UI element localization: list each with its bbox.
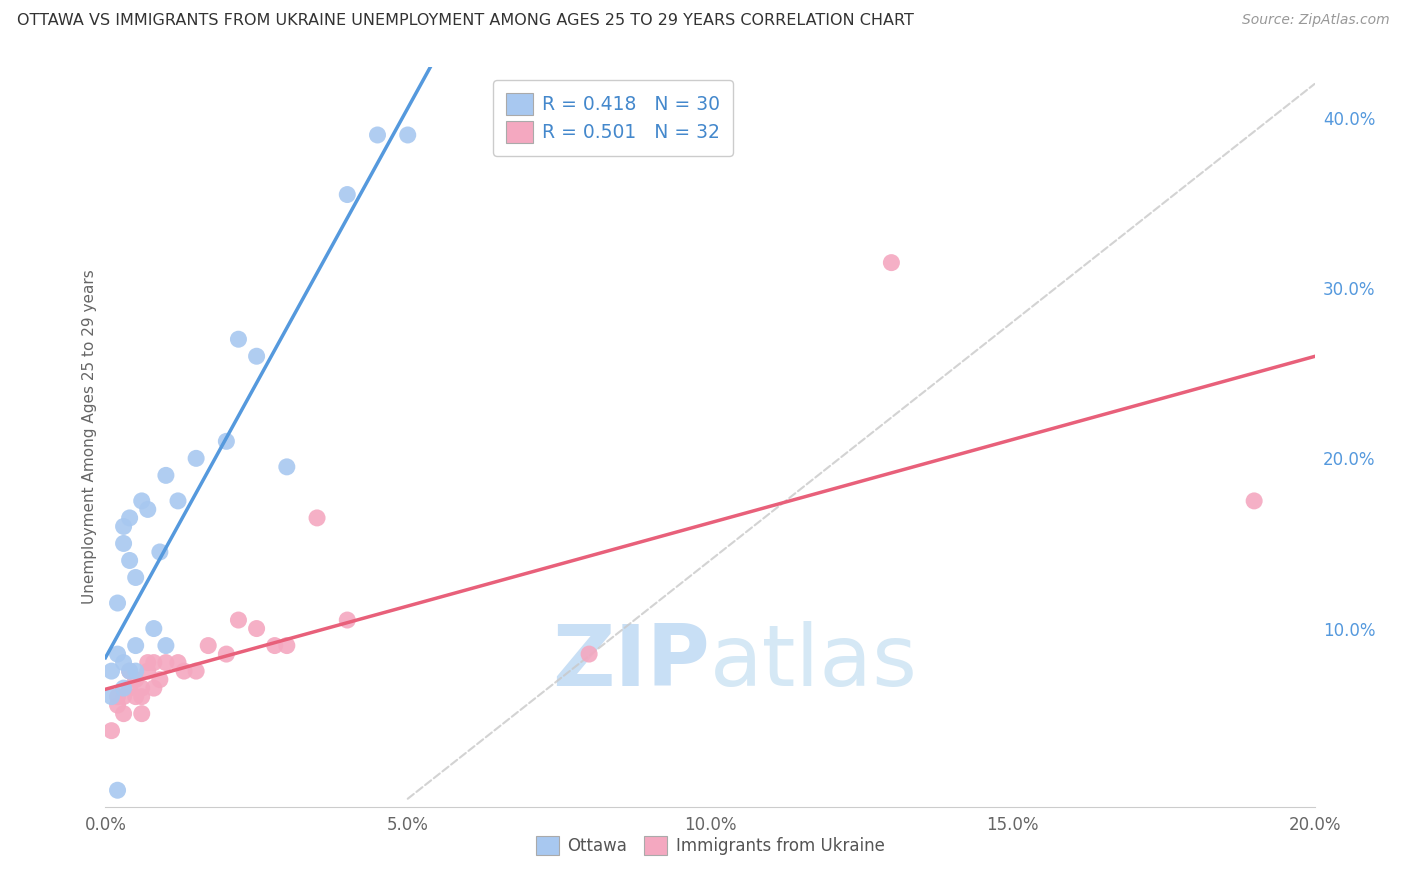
Point [107,690,129,704]
Point [263,639,285,653]
Point [125,690,148,704]
Point [125,639,148,653]
Point [112,519,135,533]
Legend: Ottawa, Immigrants from Ukraine: Ottawa, Immigrants from Ukraine [529,830,891,862]
Point [131,690,153,704]
Point [142,656,165,670]
Point [173,664,195,678]
Point [197,639,219,653]
Point [118,664,141,678]
Text: ZIP: ZIP [553,622,710,705]
Point [155,468,177,483]
Point [578,647,600,661]
Point [118,681,141,695]
Point [112,690,135,704]
Point [167,494,190,508]
Point [228,332,250,346]
Point [100,723,122,738]
Point [149,673,172,687]
Point [112,706,135,721]
Point [142,681,165,695]
Point [131,494,153,508]
Point [149,545,172,559]
Point [107,647,129,661]
Point [167,656,190,670]
Text: atlas: atlas [710,622,918,705]
Point [276,459,298,474]
Point [125,673,148,687]
Point [125,570,148,584]
Point [112,536,135,550]
Point [112,681,135,695]
Point [246,622,269,636]
Point [136,656,159,670]
Point [155,656,177,670]
Point [118,553,141,567]
Point [215,434,238,449]
Point [107,596,129,610]
Point [186,664,208,678]
Point [1243,494,1265,508]
Point [336,187,359,202]
Point [246,349,269,363]
Point [131,681,153,695]
Point [366,128,388,142]
Point [396,128,419,142]
Point [336,613,359,627]
Point [100,664,122,678]
Point [136,502,159,516]
Point [880,255,903,269]
Point [228,613,250,627]
Point [215,647,238,661]
Text: Source: ZipAtlas.com: Source: ZipAtlas.com [1241,13,1389,28]
Point [155,639,177,653]
Point [142,622,165,636]
Point [136,664,159,678]
Point [112,656,135,670]
Point [107,783,129,797]
Point [100,690,122,704]
Text: OTTAWA VS IMMIGRANTS FROM UKRAINE UNEMPLOYMENT AMONG AGES 25 TO 29 YEARS CORRELA: OTTAWA VS IMMIGRANTS FROM UKRAINE UNEMPL… [17,13,914,29]
Point [307,511,329,525]
Point [186,451,208,466]
Y-axis label: Unemployment Among Ages 25 to 29 years: Unemployment Among Ages 25 to 29 years [82,269,97,605]
Point [125,664,148,678]
Point [276,639,298,653]
Point [131,706,153,721]
Point [118,664,141,678]
Point [118,511,141,525]
Point [107,698,129,713]
